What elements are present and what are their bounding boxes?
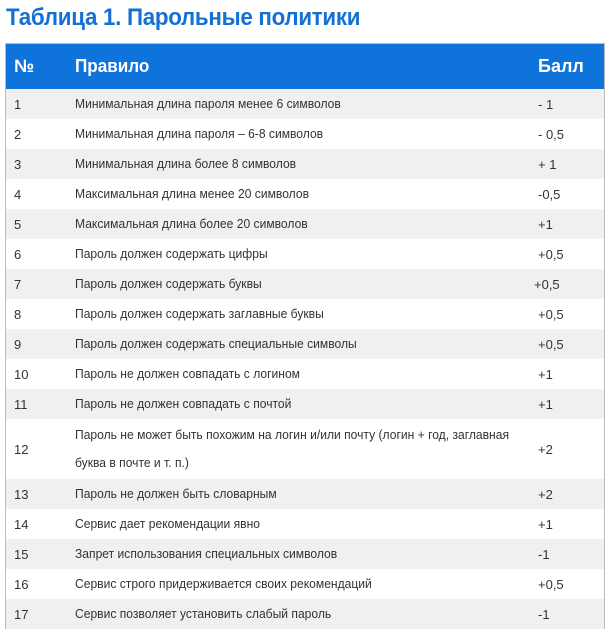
row-rule: Пароль должен содержать буквы xyxy=(75,276,262,291)
table-row: 11 Пароль не должен совпадать с почтой +… xyxy=(6,389,604,419)
row-num: 1 xyxy=(14,96,22,112)
row-score: +0,5 xyxy=(538,336,564,352)
row-score: - 0,5 xyxy=(538,126,565,142)
table-row: 3 Минимальная длина более 8 символов + 1 xyxy=(6,149,604,179)
table-row: 13 Пароль не должен быть словарным +2 xyxy=(6,479,604,509)
row-rule: Пароль должен содержать заглавные буквы xyxy=(75,306,324,321)
table-row: 16 Сервис строго придерживается своих ре… xyxy=(6,569,604,599)
table-row: 5 Максимальная длина более 20 символов +… xyxy=(6,209,604,239)
row-score: -1 xyxy=(538,546,550,562)
row-score: +1 xyxy=(538,216,553,232)
row-score: +1 xyxy=(538,396,553,412)
header-num: № xyxy=(14,56,35,76)
row-score: +2 xyxy=(538,441,553,457)
row-rule: Сервис позволяет установить слабый парол… xyxy=(75,606,332,621)
table-row: 15 Запрет использования специальных симв… xyxy=(6,539,604,569)
row-rule: Пароль не должен совпадать с почтой xyxy=(75,396,292,411)
table-row: 7 Пароль должен содержать буквы +0,5 xyxy=(6,269,604,299)
row-rule: Пароль не должен совпадать с логином xyxy=(75,366,300,381)
row-rule: Сервис дает рекомендации явно xyxy=(75,516,261,531)
row-score: - 1 xyxy=(538,96,554,112)
row-rule: Максимальная длина менее 20 символов xyxy=(75,186,309,201)
row-num: 2 xyxy=(14,126,22,142)
table-row: 17 Сервис позволяет установить слабый па… xyxy=(6,599,604,629)
row-score: +0,5 xyxy=(538,246,564,262)
row-score: +1 xyxy=(538,516,553,532)
row-rule: Запрет использования специальных символо… xyxy=(75,546,338,561)
row-num: 13 xyxy=(14,486,29,502)
table-row: 14 Сервис дает рекомендации явно +1 xyxy=(6,509,604,539)
table-row: 10 Пароль не должен совпадать с логином … xyxy=(6,359,604,389)
table-row: 9 Пароль должен содержать специальные си… xyxy=(6,329,604,359)
row-rule: Сервис строго придерживается своих реком… xyxy=(75,576,372,591)
row-num: 6 xyxy=(14,246,22,262)
table-row: 4 Максимальная длина менее 20 символов -… xyxy=(6,179,604,209)
table-row: 1 Минимальная длина пароля менее 6 симво… xyxy=(6,89,604,119)
row-num: 16 xyxy=(14,576,29,592)
row-num: 17 xyxy=(14,606,29,622)
row-num: 12 xyxy=(14,441,29,457)
row-rule: Максимальная длина более 20 символов xyxy=(75,216,308,231)
row-num: 5 xyxy=(14,216,22,232)
row-score: +2 xyxy=(538,486,553,502)
row-score: +0,5 xyxy=(534,276,560,292)
header-rule: Правило xyxy=(75,56,150,76)
row-num: 15 xyxy=(14,546,29,562)
row-rule: Пароль должен содержать цифры xyxy=(75,246,268,261)
header-score: Балл xyxy=(538,56,584,76)
row-num: 3 xyxy=(14,156,22,172)
row-num: 10 xyxy=(14,366,29,382)
row-rule: Минимальная длина пароля менее 6 символо… xyxy=(75,96,341,111)
table-row: 12 Пароль не может быть похожим на логин… xyxy=(6,419,604,479)
row-score: +0,5 xyxy=(538,576,564,592)
row-rule: Пароль не должен быть словарным xyxy=(75,486,277,501)
table-header-row: № Правило Балл xyxy=(6,44,604,89)
row-score: -1 xyxy=(538,606,550,622)
row-rule: Пароль должен содержать специальные симв… xyxy=(75,336,357,351)
table-row: 8 Пароль должен содержать заглавные букв… xyxy=(6,299,604,329)
table-title: Таблица 1. Парольные политики xyxy=(6,4,361,31)
row-score: +0,5 xyxy=(538,306,564,322)
row-score: +1 xyxy=(538,366,553,382)
row-num: 14 xyxy=(14,516,29,532)
row-num: 11 xyxy=(14,396,28,412)
row-num: 9 xyxy=(14,336,22,352)
row-score: + 1 xyxy=(538,156,557,172)
row-num: 7 xyxy=(14,276,22,292)
row-rule: Пароль не может быть похожим на логин и/… xyxy=(75,427,510,470)
row-num: 4 xyxy=(14,186,22,202)
row-num: 8 xyxy=(14,306,22,322)
row-rule: Минимальная длина более 8 символов xyxy=(75,156,297,171)
table-row: 2 Минимальная длина пароля – 6-8 символо… xyxy=(6,119,604,149)
password-policies-table: № Правило Балл 1 Минимальная длина парол… xyxy=(5,43,605,629)
row-score: -0,5 xyxy=(538,186,561,202)
table-row: 6 Пароль должен содержать цифры +0,5 xyxy=(6,239,604,269)
row-rule: Минимальная длина пароля – 6-8 символов xyxy=(75,126,324,141)
